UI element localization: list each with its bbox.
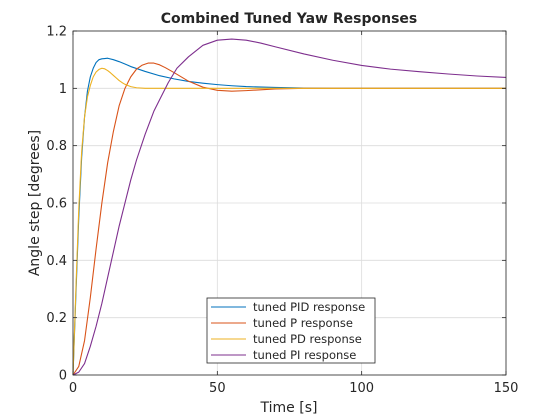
- x-tick-label: 100: [349, 381, 374, 396]
- legend-label: tuned P response: [253, 316, 353, 330]
- y-tick-label: 0: [59, 369, 67, 384]
- legend: tuned PID response tuned P response tuned …: [206, 297, 376, 364]
- y-tick-label: 1: [59, 82, 67, 97]
- legend-box: [206, 297, 376, 364]
- axis-ticks: 0 50 100 150 0 0.2 0.4 0.6 0.8 1 1.2: [46, 25, 518, 397]
- y-tick-label: 1.2: [46, 25, 67, 40]
- x-tick-label: 0: [69, 381, 77, 396]
- series-line-3: [72, 67, 506, 376]
- x-axis-label: Time [s]: [260, 400, 318, 416]
- y-tick-label: 0.8: [46, 139, 67, 154]
- legend-label: tuned PI response: [253, 348, 356, 362]
- y-tick-label: 0.2: [46, 311, 67, 326]
- x-tick-label: 150: [494, 381, 519, 396]
- x-tick-label: 50: [209, 381, 226, 396]
- chart-title: Combined Tuned Yaw Responses: [161, 11, 417, 27]
- series-line-4: [72, 38, 507, 376]
- legend-label: tuned PD response: [253, 332, 362, 346]
- series-layer: [72, 38, 507, 376]
- y-tick-label: 0.4: [46, 254, 67, 269]
- y-axis-label: Angle step [degrees]: [27, 130, 43, 276]
- y-tick-label: 0.6: [46, 197, 67, 212]
- legend-label: tuned PID response: [253, 300, 365, 314]
